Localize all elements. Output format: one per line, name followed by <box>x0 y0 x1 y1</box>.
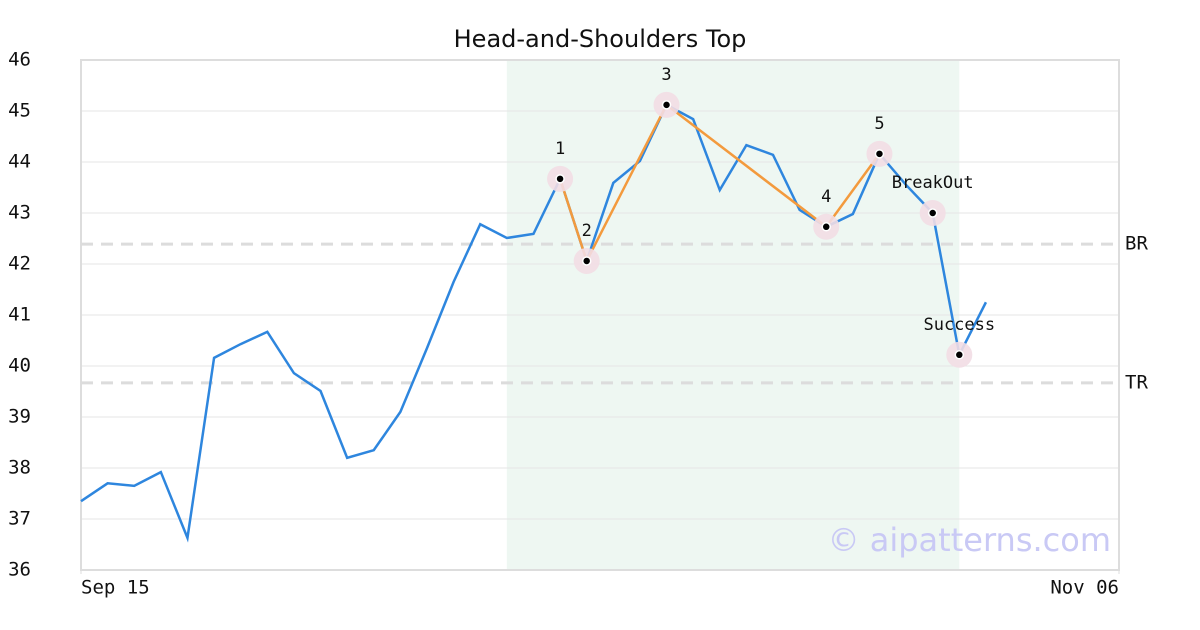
x-tick-label: Nov 06 <box>1050 577 1119 599</box>
marker-label: 5 <box>874 114 884 134</box>
y-tick-label: 40 <box>8 355 31 377</box>
marker-dot <box>954 350 965 360</box>
plot-frame <box>80 59 1120 571</box>
marker-dot <box>555 174 565 184</box>
marker-dot <box>581 256 592 266</box>
watermark: © aipatterns.com <box>828 521 1111 559</box>
y-tick-label: 36 <box>8 559 31 581</box>
marker-dot <box>927 208 938 218</box>
marker-dot <box>874 149 885 159</box>
marker-label: 4 <box>821 187 831 207</box>
x-tick-label: Sep 15 <box>81 577 150 599</box>
reference-label: TR <box>1125 371 1148 393</box>
marker-label: BreakOut <box>892 173 974 193</box>
y-tick-label: 39 <box>8 406 31 428</box>
marker-label: 1 <box>555 139 565 159</box>
reference-label: BR <box>1125 233 1148 255</box>
y-tick-label: 45 <box>8 100 31 122</box>
chart-title: Head-and-Shoulders Top <box>454 25 747 53</box>
y-tick-label: 44 <box>8 151 31 173</box>
y-tick-label: 37 <box>8 508 31 530</box>
y-tick-label: 38 <box>8 457 31 479</box>
marker-dot <box>661 100 672 110</box>
y-tick-label: 46 <box>8 49 31 71</box>
marker-dot <box>821 222 831 232</box>
marker-label: 2 <box>582 221 592 241</box>
y-tick-label: 41 <box>8 304 31 326</box>
y-tick-label: 43 <box>8 202 31 224</box>
marker-label: Success <box>923 315 995 335</box>
marker-label: 3 <box>661 65 671 85</box>
y-tick-label: 42 <box>8 253 31 275</box>
